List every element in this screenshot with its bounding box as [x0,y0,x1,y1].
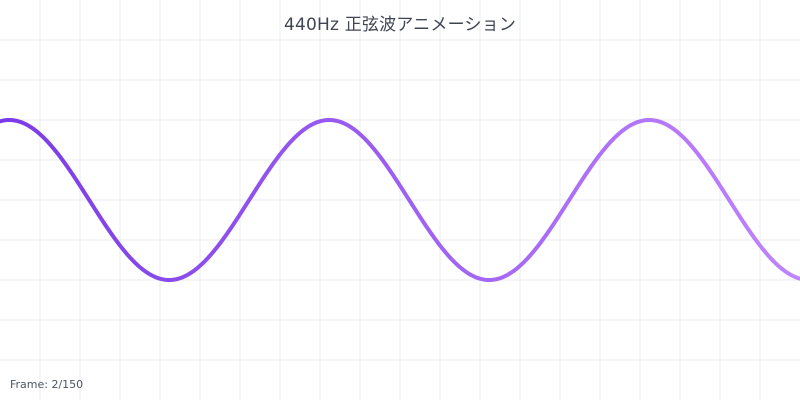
page-title: 440Hz 正弦波アニメーション [283,15,517,35]
frame-counter: Frame: 2/150 [10,378,84,391]
sine-wave-line [0,118,800,282]
